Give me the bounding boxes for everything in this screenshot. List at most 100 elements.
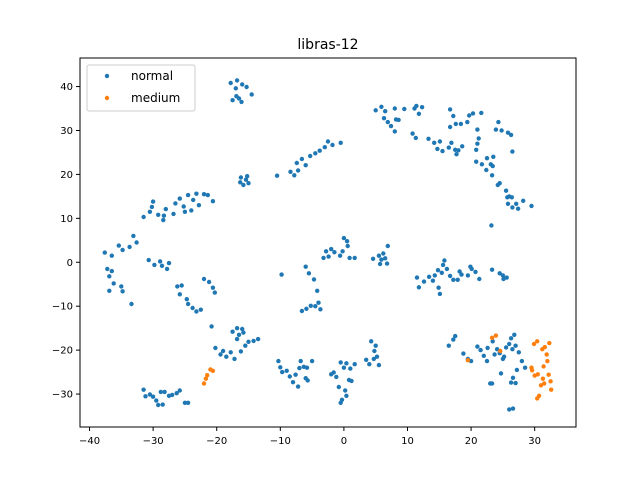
- point-medium-8: [498, 348, 503, 354]
- point-normal-250: [348, 366, 353, 371]
- y-axis-ticks: −30 −20 −10 0 10 20 30 40: [52, 82, 80, 401]
- point-normal-198: [510, 149, 515, 154]
- point-normal-91: [316, 300, 321, 305]
- point-normal-304: [516, 350, 521, 355]
- point-normal-117: [421, 279, 427, 284]
- point-normal-152: [392, 106, 397, 111]
- point-normal-33: [149, 204, 155, 210]
- x-tick-label: 30: [528, 436, 541, 447]
- point-normal-174: [453, 121, 458, 127]
- point-normal-105: [347, 255, 352, 261]
- point-normal-119: [430, 278, 436, 283]
- point-normal-32: [156, 212, 161, 217]
- point-normal-71: [129, 301, 134, 307]
- point-normal-83: [212, 290, 217, 295]
- point-normal-305: [519, 358, 525, 364]
- point-normal-96: [323, 249, 329, 254]
- point-normal-116: [416, 285, 422, 290]
- point-normal-200: [503, 188, 509, 193]
- point-medium-5: [465, 358, 471, 363]
- point-normal-207: [515, 206, 521, 211]
- point-normal-222: [246, 339, 251, 344]
- point-normal-142: [501, 276, 506, 282]
- point-normal-288: [475, 344, 480, 349]
- point-normal-34: [150, 199, 156, 204]
- point-normal-1: [234, 78, 240, 83]
- point-normal-263: [369, 339, 374, 344]
- point-normal-24: [313, 151, 318, 156]
- point-normal-173: [451, 113, 456, 119]
- y-tick-label: −10: [52, 302, 73, 313]
- point-normal-283: [451, 337, 456, 342]
- point-medium-15: [540, 376, 546, 381]
- point-normal-143: [373, 108, 378, 113]
- legend-label-medium: medium: [131, 91, 180, 105]
- point-normal-160: [426, 136, 431, 141]
- point-normal-217: [230, 329, 235, 334]
- point-normal-226: [238, 349, 244, 354]
- point-normal-28: [330, 142, 335, 148]
- point-normal-49: [205, 192, 210, 198]
- point-normal-136: [473, 269, 478, 275]
- x-tick-label: −30: [143, 436, 164, 447]
- point-normal-86: [306, 271, 312, 276]
- point-normal-145: [383, 109, 388, 114]
- point-normal-81: [206, 279, 212, 285]
- point-normal-63: [159, 263, 165, 268]
- point-normal-215: [224, 354, 229, 359]
- point-medium-1: [205, 373, 210, 378]
- point-normal-166: [449, 140, 454, 145]
- point-normal-272: [156, 402, 161, 408]
- point-normal-219: [236, 332, 242, 337]
- point-normal-258: [352, 362, 357, 367]
- point-normal-306: [522, 365, 528, 370]
- point-normal-181: [476, 136, 481, 141]
- point-normal-52: [109, 253, 115, 258]
- point-normal-177: [467, 113, 472, 118]
- point-normal-46: [171, 211, 176, 217]
- point-normal-280: [185, 400, 191, 405]
- point-normal-199: [497, 181, 502, 186]
- x-tick-label: 0: [341, 436, 347, 447]
- point-normal-16: [274, 173, 280, 178]
- point-normal-15: [245, 174, 250, 179]
- point-normal-156: [416, 111, 422, 117]
- point-normal-269: [147, 392, 153, 397]
- point-normal-4: [244, 84, 249, 90]
- point-normal-78: [198, 307, 203, 312]
- point-normal-220: [240, 326, 245, 332]
- point-normal-230: [278, 365, 283, 370]
- point-normal-72: [175, 284, 180, 289]
- point-normal-265: [376, 362, 382, 368]
- point-normal-311: [498, 371, 504, 376]
- point-normal-114: [385, 243, 390, 249]
- point-normal-124: [439, 270, 444, 275]
- point-normal-300: [510, 347, 515, 352]
- point-normal-61: [166, 260, 172, 266]
- point-normal-223: [251, 338, 256, 344]
- point-normal-270: [150, 394, 156, 399]
- point-normal-17: [288, 169, 293, 174]
- point-normal-37: [161, 217, 166, 223]
- point-normal-202: [505, 201, 511, 206]
- point-normal-259: [364, 357, 369, 362]
- point-normal-153: [402, 106, 407, 112]
- point-normal-309: [508, 380, 514, 385]
- point-normal-276: [170, 392, 175, 398]
- point-normal-56: [131, 233, 136, 239]
- x-tick-label: −10: [270, 436, 291, 447]
- point-medium-17: [542, 381, 547, 386]
- point-normal-271: [154, 398, 159, 403]
- point-normal-82: [210, 285, 216, 290]
- point-normal-45: [189, 208, 194, 213]
- point-normal-159: [413, 135, 418, 141]
- point-normal-277: [174, 391, 179, 396]
- point-medium-27: [540, 347, 545, 352]
- point-normal-210: [489, 223, 494, 228]
- point-normal-65: [109, 268, 115, 274]
- point-normal-182: [475, 141, 480, 146]
- point-medium-19: [546, 372, 551, 377]
- point-normal-267: [141, 387, 146, 392]
- point-normal-29: [338, 140, 343, 145]
- point-normal-164: [440, 148, 445, 154]
